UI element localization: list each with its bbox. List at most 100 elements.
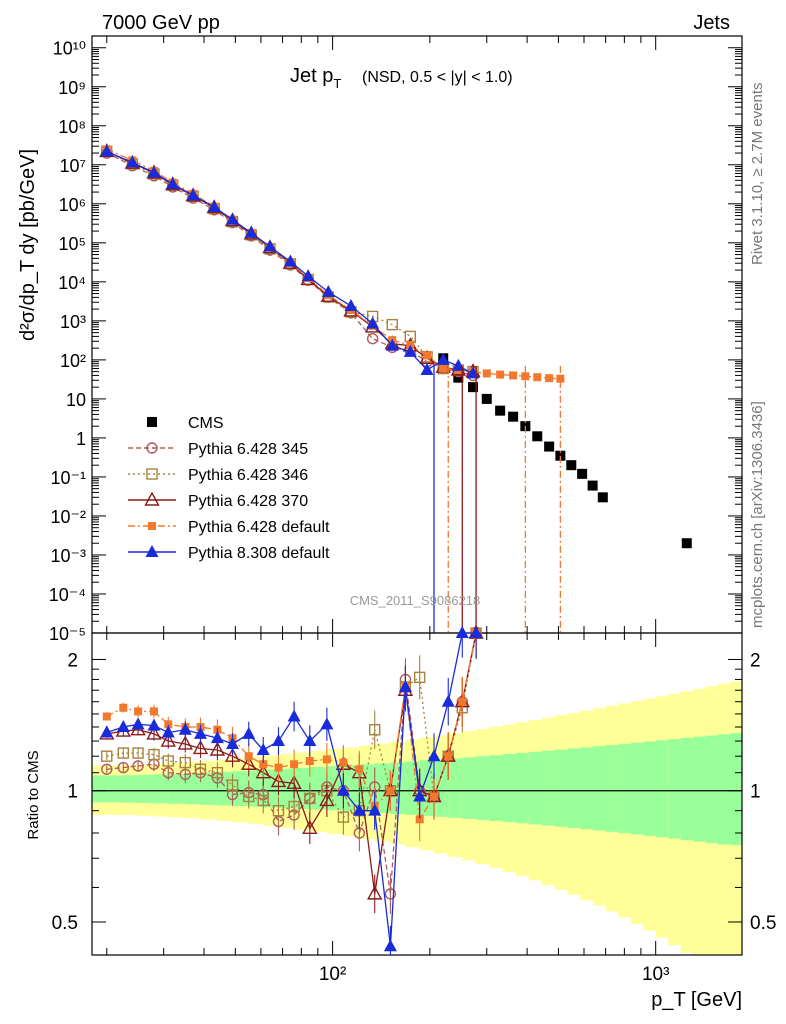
ratio-point	[287, 709, 301, 722]
ratio-point	[398, 679, 412, 692]
data-point	[681, 538, 692, 549]
data-point	[366, 332, 379, 345]
x-tick-label: 10³	[642, 964, 669, 985]
band-inner-segment	[705, 735, 719, 844]
ratio-panel: 10² 10³ 2 2 1 1 0.5 0.5	[52, 36, 776, 985]
ratio-point	[132, 760, 144, 772]
plot-title-extra: (NSD, 0.5 < |y| < 1.0)	[362, 69, 513, 86]
ratio-point	[290, 760, 299, 769]
legend-entry: Pythia 6.428 default	[128, 519, 330, 536]
band-inner-segment	[476, 756, 490, 820]
ratio-point	[102, 712, 111, 721]
data-point	[283, 254, 297, 267]
ratio-point	[193, 726, 207, 739]
series-5	[100, 144, 480, 379]
rivet-label: Rivet 3.1.10, ≥ 2.7M events	[749, 83, 766, 266]
data-point	[482, 369, 491, 378]
legend-entry: Pythia 8.308 default	[128, 545, 330, 562]
data-point	[439, 364, 448, 373]
ylabel-top: d²σ/dp_T dy [pb/GeV]	[17, 149, 39, 341]
ratio-point	[302, 819, 318, 835]
data-point	[244, 225, 258, 238]
ratio-point	[211, 766, 224, 779]
ratio-point	[455, 626, 469, 638]
ratio-point	[458, 697, 467, 706]
band-inner-segment	[168, 773, 186, 804]
ratio-point	[444, 752, 453, 761]
band-inner-segment	[278, 768, 295, 809]
legend-marker	[146, 468, 158, 480]
ratio-point	[413, 671, 426, 684]
band-inner-segment	[448, 758, 463, 818]
ratio-point	[241, 755, 257, 770]
band-inner-segment	[554, 749, 569, 827]
data-point	[420, 363, 434, 376]
y-tick-label-top: 10⁶	[59, 195, 86, 215]
band-inner-segment	[185, 773, 201, 805]
ratio-point	[286, 774, 302, 789]
band-inner-segment	[502, 754, 517, 823]
ratio-point	[303, 734, 317, 747]
data-point	[385, 338, 399, 351]
ratio-point	[210, 731, 224, 744]
ratio-point	[272, 804, 285, 817]
ratio-point	[226, 779, 239, 791]
ratio-point	[319, 791, 335, 807]
y-tick-label-top: 10³	[60, 312, 86, 332]
y-tick-label-top: 10¹⁰	[53, 39, 86, 59]
data-point	[321, 284, 335, 297]
band-inner-segment	[618, 743, 632, 834]
legend-label: CMS	[188, 415, 224, 432]
ratio-point	[257, 794, 269, 807]
ratio-point	[192, 739, 209, 755]
legend-label: Pythia 6.428 default	[188, 519, 330, 536]
band-inner-segment	[643, 741, 657, 836]
legend-marker	[145, 545, 159, 557]
header-right: Jets	[693, 12, 730, 34]
data-point	[566, 460, 577, 471]
ratio-point	[148, 748, 160, 761]
legend: CMS Pythia 6.428 345 Pythia 6.428 346 Pythi…	[128, 415, 330, 562]
ratio-point	[352, 803, 366, 816]
ratio-frame	[91, 632, 743, 956]
data-point	[556, 374, 565, 383]
ratio-point	[131, 717, 145, 730]
ratio-point	[100, 725, 114, 738]
data-point	[147, 165, 161, 178]
watermark: CMS_2011_S9086218	[350, 593, 481, 608]
legend-entry: Pythia 6.428 346	[128, 467, 308, 484]
legend-entry: Pythia 6.428 370	[128, 491, 308, 510]
svg-text:Jet pT: Jet pT	[290, 65, 341, 91]
data-point	[166, 177, 180, 190]
ratio-point	[160, 732, 176, 747]
ratio-point	[134, 707, 143, 716]
y-tick-label-top: 10⁷	[59, 156, 86, 176]
data-point	[453, 372, 464, 383]
ratio-point	[355, 765, 364, 774]
band-inner-segment	[593, 746, 607, 831]
ratio-point	[117, 761, 130, 774]
ratio-point	[305, 756, 314, 765]
data-point	[577, 468, 588, 479]
band-inner-segment	[92, 775, 124, 803]
ratio-series-4	[100, 626, 483, 955]
data-point	[533, 373, 542, 382]
legend-label: Pythia 8.308 default	[188, 545, 330, 562]
legend-entry: Pythia 6.428 345	[128, 441, 308, 458]
ratio-point	[255, 764, 271, 779]
ratio-point	[161, 725, 175, 738]
band-inner-segment	[605, 744, 619, 832]
ratio-point	[441, 694, 455, 707]
band-inner-segment	[153, 774, 169, 804]
band-inner-segment	[294, 767, 311, 809]
ratio-point	[209, 741, 226, 756]
xlabel: p_T [GeV]	[651, 989, 742, 1011]
band-inner-segment	[390, 762, 406, 814]
data-point	[587, 480, 598, 491]
ratio-point	[194, 763, 207, 775]
data-point	[207, 199, 221, 212]
y-tick-label-top: 10⁹	[58, 78, 86, 98]
data-point	[403, 344, 417, 357]
y-axis-label-top: d²σ/dp_T dy [pb/GeV]	[17, 149, 39, 341]
